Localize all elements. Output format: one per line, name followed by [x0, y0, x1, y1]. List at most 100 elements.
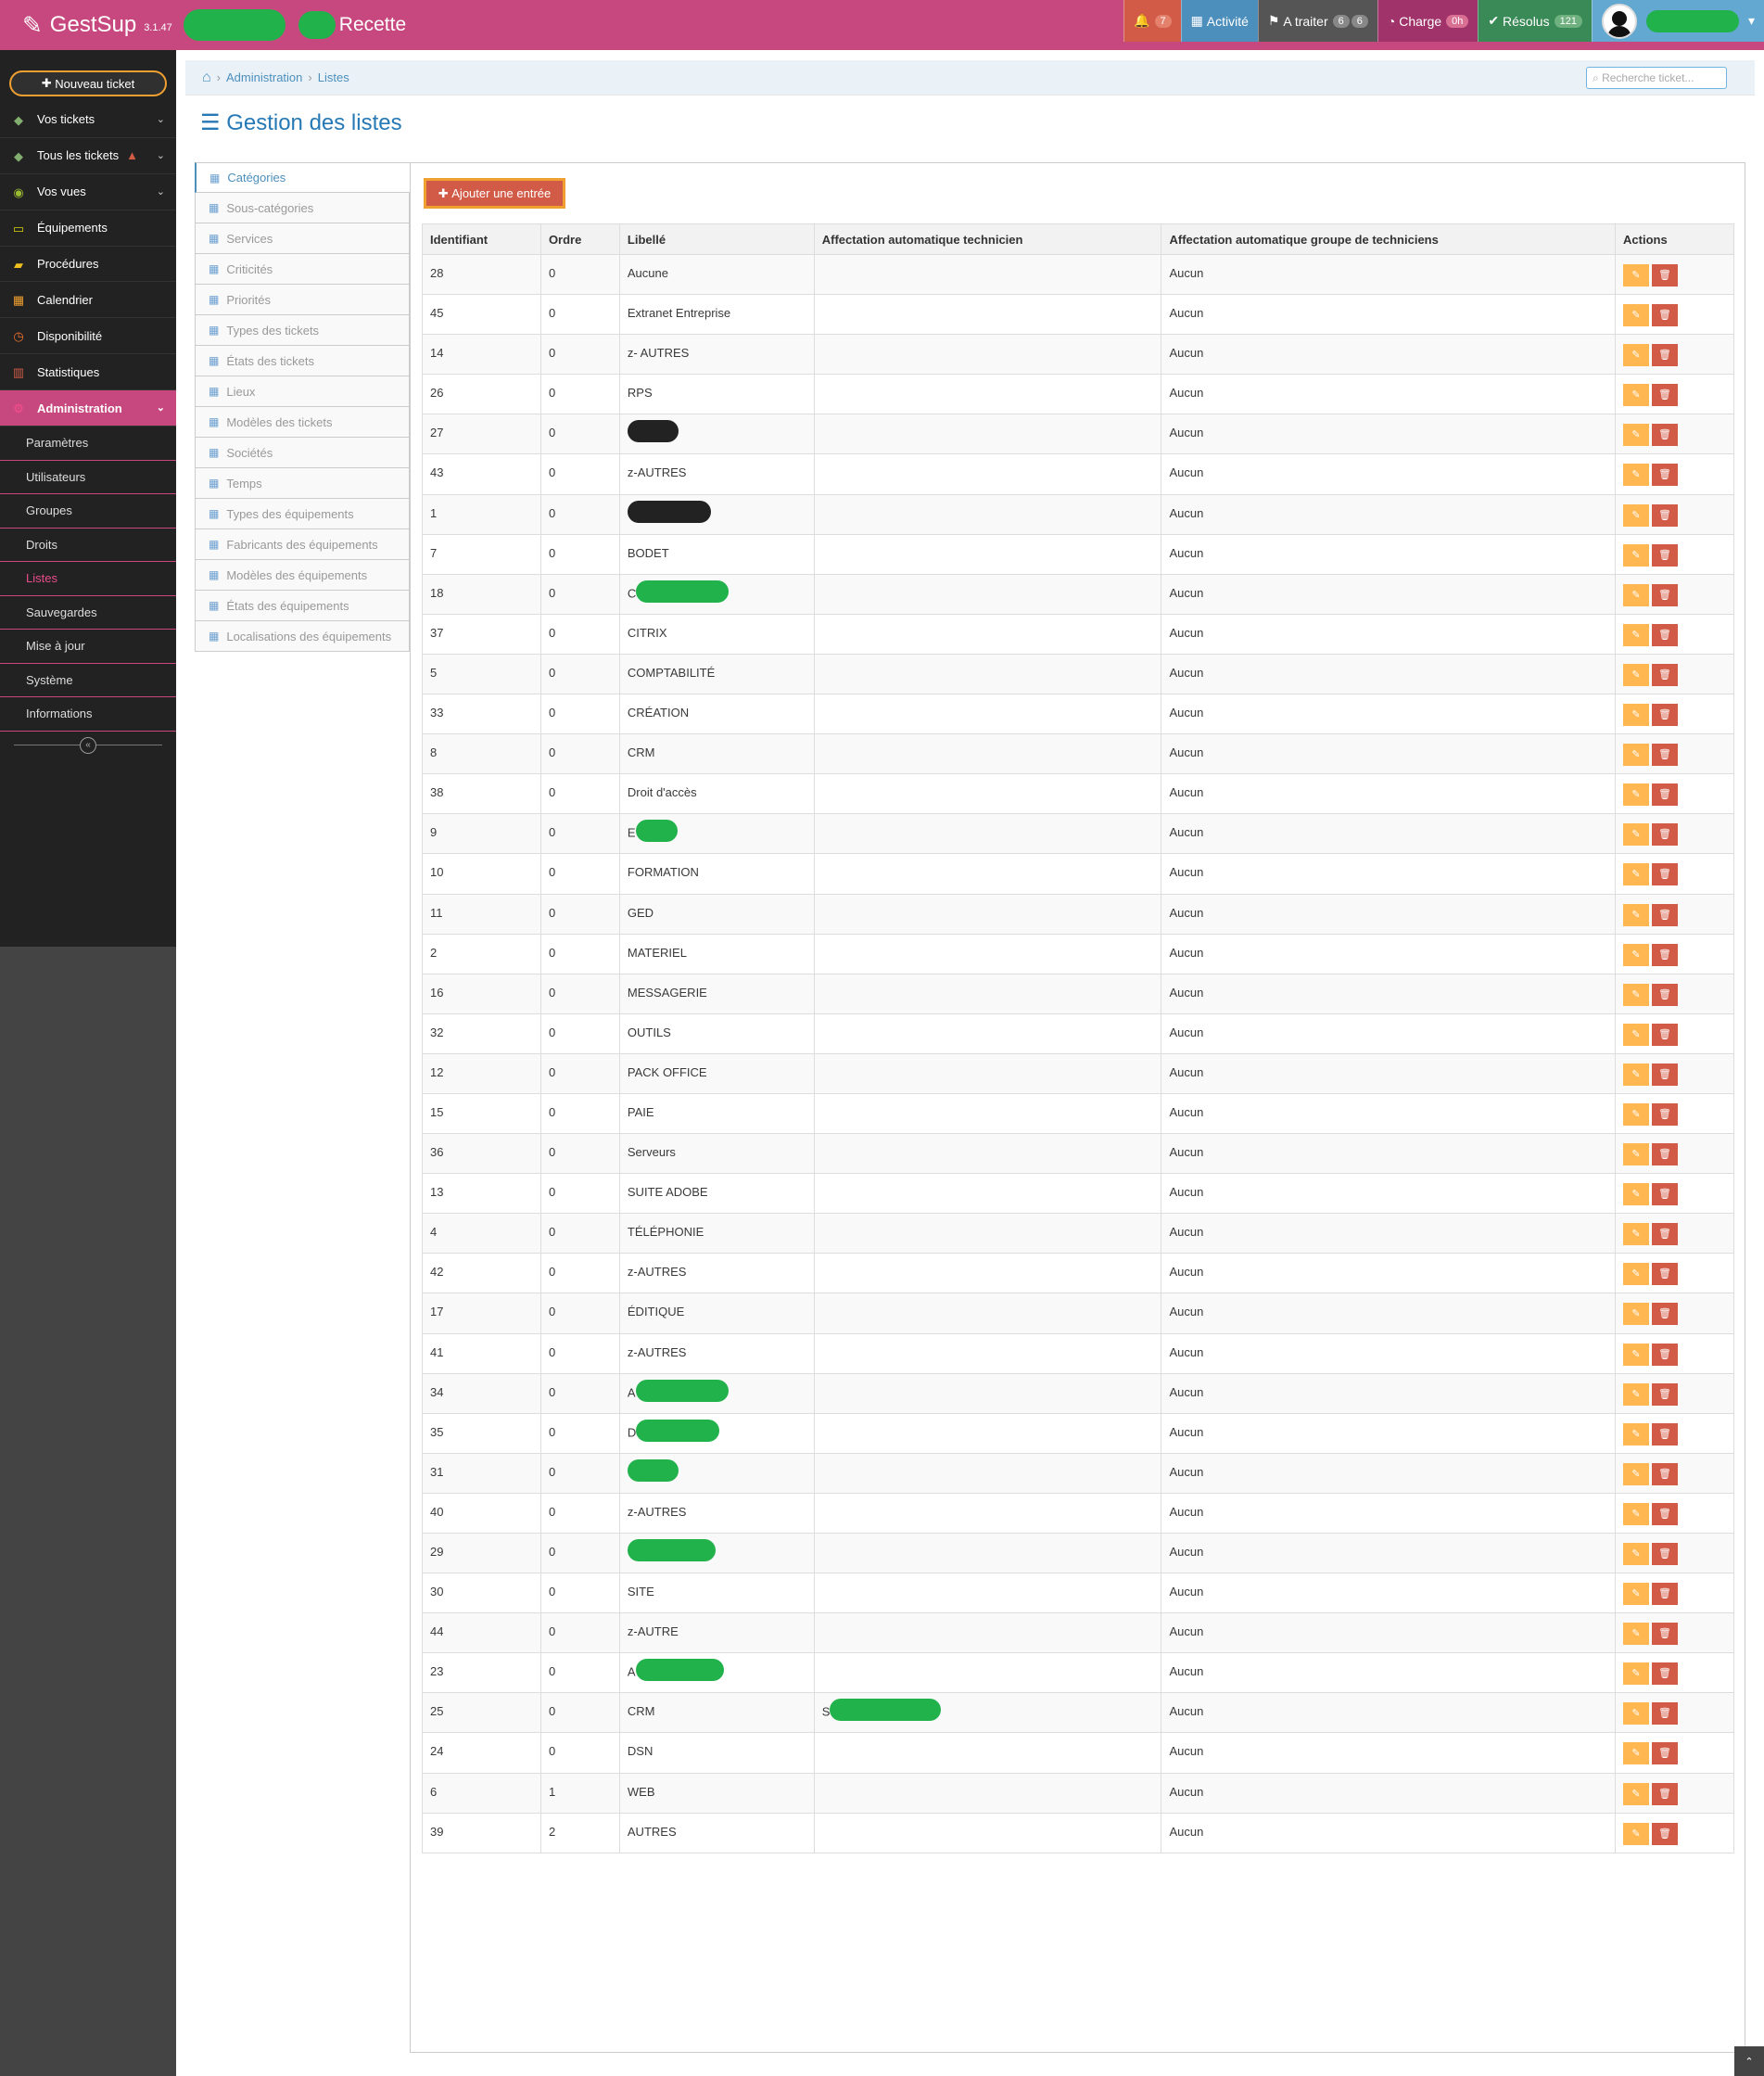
delete-button[interactable]: 🗑	[1652, 543, 1679, 567]
delete-button[interactable]: 🗑	[1652, 983, 1679, 1006]
tab-9[interactable]: ▦ Sociétés	[195, 438, 410, 468]
tab-11[interactable]: ▦ Types des équipements	[195, 499, 410, 529]
delete-button[interactable]: 🗑	[1652, 424, 1679, 447]
edit-button[interactable]: ✎	[1623, 983, 1650, 1006]
delete-button[interactable]: 🗑	[1652, 1102, 1679, 1126]
tab-1[interactable]: ▦ Sous-catégories	[195, 193, 410, 223]
column-header[interactable]: Affectation automatique groupe de techni…	[1161, 223, 1617, 255]
column-header[interactable]: Libellé	[618, 223, 815, 255]
tab-12[interactable]: ▦ Fabricants des équipements	[195, 529, 410, 560]
sidebar-sub-settings[interactable]: Paramètres	[0, 427, 176, 461]
tab-3[interactable]: ▦ Criticités	[195, 254, 410, 285]
new-ticket-button[interactable]: ✚ Nouveau ticket	[9, 70, 167, 96]
edit-button[interactable]: ✎	[1623, 304, 1650, 327]
edit-button[interactable]: ✎	[1623, 344, 1650, 367]
edit-button[interactable]: ✎	[1623, 943, 1650, 966]
delete-button[interactable]: 🗑	[1652, 1303, 1679, 1326]
delete-button[interactable]: 🗑	[1652, 1143, 1679, 1166]
delete-button[interactable]: 🗑	[1652, 1702, 1679, 1726]
edit-button[interactable]: ✎	[1623, 1623, 1650, 1646]
edit-button[interactable]: ✎	[1623, 1822, 1650, 1845]
sidebar-item-all-tickets[interactable]: ◆ Tous les tickets ▲ ⌄	[0, 138, 176, 174]
sidebar-sub-lists[interactable]: Listes	[0, 562, 176, 596]
home-icon[interactable]: ⌂	[202, 69, 211, 85]
edit-button[interactable]: ✎	[1623, 663, 1650, 686]
delete-button[interactable]: 🗑	[1652, 1263, 1679, 1286]
delete-button[interactable]: 🗑	[1652, 663, 1679, 686]
totreat-button[interactable]: ⚑ A traiter 6 6	[1257, 0, 1377, 42]
delete-button[interactable]: 🗑	[1652, 1822, 1679, 1845]
tab-6[interactable]: ▦ États des tickets	[195, 346, 410, 376]
sidebar-item-administration[interactable]: ⚙ Administration ⌄	[0, 390, 176, 427]
edit-button[interactable]: ✎	[1623, 543, 1650, 567]
tab-5[interactable]: ▦ Types des tickets	[195, 315, 410, 346]
delete-button[interactable]: 🗑	[1652, 583, 1679, 606]
edit-button[interactable]: ✎	[1623, 583, 1650, 606]
sidebar-sub-information[interactable]: Informations	[0, 697, 176, 732]
sidebar-sub-users[interactable]: Utilisateurs	[0, 460, 176, 495]
delete-button[interactable]: 🗑	[1652, 623, 1679, 646]
edit-button[interactable]: ✎	[1623, 704, 1650, 727]
edit-button[interactable]: ✎	[1623, 1102, 1650, 1126]
tab-7[interactable]: ▦ Lieux	[195, 376, 410, 407]
add-entry-button[interactable]: ✚ Ajouter une entrée	[424, 178, 565, 209]
sidebar-item-equipment[interactable]: ▭ Équipements	[0, 210, 176, 247]
edit-button[interactable]: ✎	[1623, 1303, 1650, 1326]
sidebar-item-availability[interactable]: ◷ Disponibilité	[0, 318, 176, 355]
delete-button[interactable]: 🗑	[1652, 1662, 1679, 1686]
sidebar-item-your-tickets[interactable]: ◆ Vos tickets ⌄	[0, 102, 176, 138]
delete-button[interactable]: 🗑	[1652, 1543, 1679, 1565]
tab-15[interactable]: ▦ Localisations des équipements	[195, 621, 410, 652]
delete-button[interactable]: 🗑	[1652, 464, 1679, 487]
tab-2[interactable]: ▦ Services	[195, 223, 410, 254]
edit-button[interactable]: ✎	[1623, 1063, 1650, 1086]
edit-button[interactable]: ✎	[1623, 1742, 1650, 1765]
delete-button[interactable]: 🗑	[1652, 304, 1679, 327]
edit-button[interactable]: ✎	[1623, 1382, 1650, 1406]
delete-button[interactable]: 🗑	[1652, 384, 1679, 407]
sidebar-item-calendar[interactable]: ▦ Calendrier	[0, 282, 176, 319]
delete-button[interactable]: 🗑	[1652, 264, 1679, 287]
scroll-top-button[interactable]: ⌃	[1734, 2046, 1764, 2076]
edit-button[interactable]: ✎	[1623, 384, 1650, 407]
edit-button[interactable]: ✎	[1623, 1143, 1650, 1166]
edit-button[interactable]: ✎	[1623, 1263, 1650, 1286]
edit-button[interactable]: ✎	[1623, 1343, 1650, 1366]
brand[interactable]: ✎ GestSup 3.1.47 Recette	[0, 0, 406, 50]
sidebar-item-your-views[interactable]: ◉ Vos vues ⌄	[0, 174, 176, 210]
sidebar-sub-update[interactable]: Mise à jour	[0, 630, 176, 664]
edit-button[interactable]: ✎	[1623, 1462, 1650, 1485]
delete-button[interactable]: 🗑	[1652, 823, 1679, 847]
edit-button[interactable]: ✎	[1623, 424, 1650, 447]
tab-13[interactable]: ▦ Modèles des équipements	[195, 560, 410, 591]
sidebar-item-procedures[interactable]: ▰ Procédures	[0, 247, 176, 283]
edit-button[interactable]: ✎	[1623, 264, 1650, 287]
sidebar-collapse-button[interactable]: «	[0, 731, 176, 759]
delete-button[interactable]: 🗑	[1652, 943, 1679, 966]
edit-button[interactable]: ✎	[1623, 623, 1650, 646]
delete-button[interactable]: 🗑	[1652, 1462, 1679, 1485]
delete-button[interactable]: 🗑	[1652, 1183, 1679, 1206]
edit-button[interactable]: ✎	[1623, 863, 1650, 886]
edit-button[interactable]: ✎	[1623, 1543, 1650, 1565]
tab-8[interactable]: ▦ Modèles des tickets	[195, 407, 410, 438]
notifications-button[interactable]: 🔔 7	[1123, 0, 1181, 42]
delete-button[interactable]: 🗑	[1652, 503, 1679, 527]
sidebar-sub-system[interactable]: Système	[0, 663, 176, 698]
tab-4[interactable]: ▦ Priorités	[195, 285, 410, 315]
delete-button[interactable]: 🗑	[1652, 1343, 1679, 1366]
edit-button[interactable]: ✎	[1623, 1782, 1650, 1805]
tab-14[interactable]: ▦ États des équipements	[195, 591, 410, 621]
tab-10[interactable]: ▦ Temps	[195, 468, 410, 499]
edit-button[interactable]: ✎	[1623, 1502, 1650, 1525]
edit-button[interactable]: ✎	[1623, 503, 1650, 527]
delete-button[interactable]: 🗑	[1652, 1023, 1679, 1046]
delete-button[interactable]: 🗑	[1652, 1382, 1679, 1406]
edit-button[interactable]: ✎	[1623, 464, 1650, 487]
tab-0[interactable]: ▦ Catégories	[195, 162, 410, 193]
delete-button[interactable]: 🗑	[1652, 1782, 1679, 1805]
search-input[interactable]: ⌕ Recherche ticket...	[1586, 67, 1727, 89]
charge-button[interactable]: ◔ Charge 0h	[1377, 0, 1478, 42]
delete-button[interactable]: 🗑	[1652, 903, 1679, 926]
column-header[interactable]: Identifiant	[422, 223, 541, 255]
